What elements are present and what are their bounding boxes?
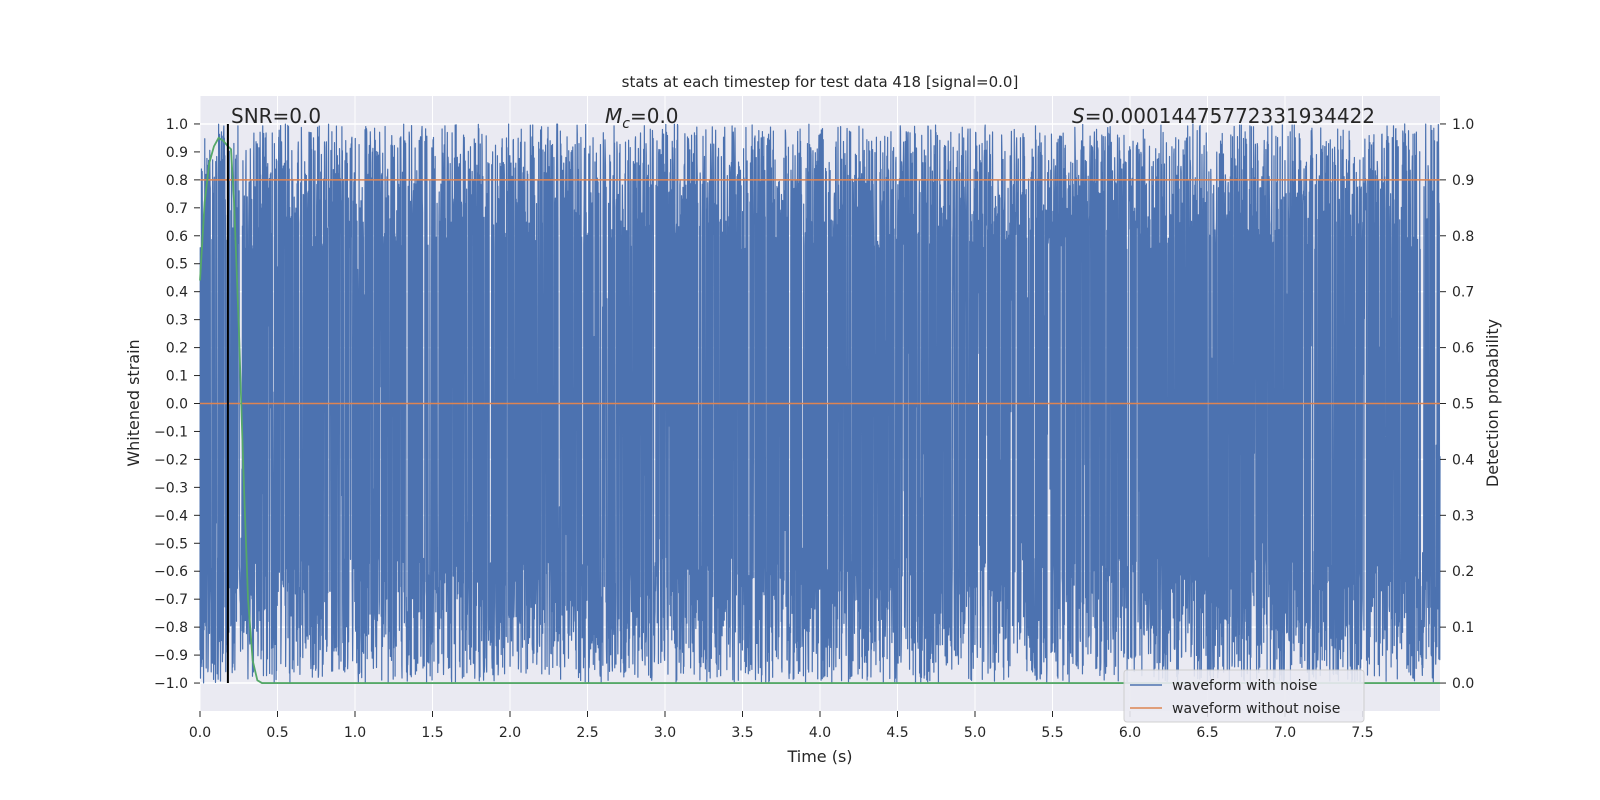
- left-tick-label: 0.3: [166, 313, 188, 329]
- legend: waveform with noise waveform without noi…: [1123, 669, 1365, 723]
- x-tick-label: 4.0: [809, 725, 831, 741]
- left-tick-label: 0.5: [166, 257, 188, 273]
- x-tick-label: 3.5: [731, 725, 753, 741]
- right-tick-label: 0.3: [1452, 508, 1474, 524]
- right-tick-label: 0.8: [1452, 229, 1474, 245]
- legend-label-clean: waveform without noise: [1172, 701, 1340, 717]
- left-tick-label: 0.6: [166, 229, 188, 245]
- snr-annotation: SNR=0.0: [231, 104, 321, 128]
- x-tick-label: 4.5: [886, 725, 908, 741]
- x-tick-label: 7.5: [1351, 725, 1373, 741]
- noise-waveform: [199, 123, 1441, 684]
- x-tick-label: 7.0: [1274, 725, 1296, 741]
- right-tick-label: 0.9: [1452, 173, 1474, 189]
- left-tick-label: 0.0: [166, 397, 188, 413]
- chirp-mass-value: =0.0: [630, 104, 679, 128]
- left-tick-label: 0.4: [166, 285, 188, 301]
- left-tick-label: −0.3: [154, 480, 188, 496]
- left-tick-label: 0.1: [166, 369, 188, 385]
- left-tick-label: −0.1: [154, 424, 188, 440]
- x-tick-label: 1.0: [344, 725, 366, 741]
- x-tick-label: 1.5: [421, 725, 443, 741]
- right-tick-label: 1.0: [1452, 117, 1474, 133]
- x-tick-label: 2.5: [576, 725, 598, 741]
- legend-label-noise: waveform with noise: [1172, 678, 1317, 694]
- left-tick-label: −0.7: [154, 592, 188, 608]
- chirp-mass-annotation: Mc=0.0: [605, 104, 679, 132]
- x-tick-label: 3.0: [654, 725, 676, 741]
- lines: [199, 123, 1440, 684]
- x-tick-label: 5.5: [1041, 725, 1063, 741]
- chirp-mass-subscript: c: [622, 116, 630, 132]
- x-axis-ticks: 0.0 0.5 1.0 1.5 2.0 2.5 3.0 3.5 4.0 4.5 5.0 5.5 6.0 6…: [189, 711, 1374, 741]
- right-axis-label: Detection probability: [1483, 319, 1502, 487]
- s-value: =0.00014475772331934422: [1085, 104, 1375, 128]
- right-tick-label: 0.7: [1452, 285, 1474, 301]
- chirp-mass-symbol: M: [605, 104, 622, 128]
- x-axis-label: Time (s): [786, 747, 852, 766]
- left-tick-label: −0.4: [154, 508, 188, 524]
- right-tick-label: 0.0: [1452, 676, 1474, 692]
- left-tick-label: −0.8: [154, 620, 188, 636]
- x-tick-label: 2.0: [499, 725, 521, 741]
- left-tick-label: 0.7: [166, 201, 188, 217]
- right-tick-label: 0.2: [1452, 564, 1474, 580]
- x-tick-label: 6.0: [1119, 725, 1141, 741]
- left-tick-label: 0.2: [166, 341, 188, 357]
- left-tick-label: 1.0: [166, 117, 188, 133]
- left-tick-label: 0.8: [166, 173, 188, 189]
- s-symbol: S: [1072, 104, 1085, 128]
- right-axis-ticks: 1.0 0.9 0.8 0.7 0.6 0.5 0.4 0.3 0.2 0.1 0.0: [1440, 117, 1474, 692]
- left-tick-label: −0.6: [154, 564, 188, 580]
- chart-title: stats at each timestep for test data 418…: [622, 73, 1019, 91]
- legend-box: [1123, 669, 1365, 723]
- left-tick-label: −0.5: [154, 536, 188, 552]
- right-tick-label: 0.4: [1452, 452, 1474, 468]
- x-tick-label: 5.0: [964, 725, 986, 741]
- left-tick-label: −0.2: [154, 452, 188, 468]
- right-tick-label: 0.5: [1452, 397, 1474, 413]
- right-tick-label: 0.6: [1452, 341, 1474, 357]
- left-tick-label: 0.9: [166, 145, 188, 161]
- detection-probability-line: [199, 136, 1440, 684]
- left-axis-label: Whitened strain: [124, 339, 143, 466]
- noise-waveform-line: [199, 123, 1441, 684]
- s-annotation: S=0.00014475772331934422: [1072, 104, 1375, 128]
- x-tick-label: 0.5: [266, 725, 288, 741]
- left-tick-label: −0.9: [154, 648, 188, 664]
- x-tick-label: 0.0: [189, 725, 211, 741]
- right-tick-label: 0.1: [1452, 620, 1474, 636]
- left-tick-label: −1.0: [154, 676, 188, 692]
- x-tick-label: 6.5: [1196, 725, 1218, 741]
- left-axis-ticks: 1.0 0.9 0.8 0.7 0.6 0.5 0.4 0.3 0.2 0.1 0.0 −0.1 −0.…: [154, 117, 200, 692]
